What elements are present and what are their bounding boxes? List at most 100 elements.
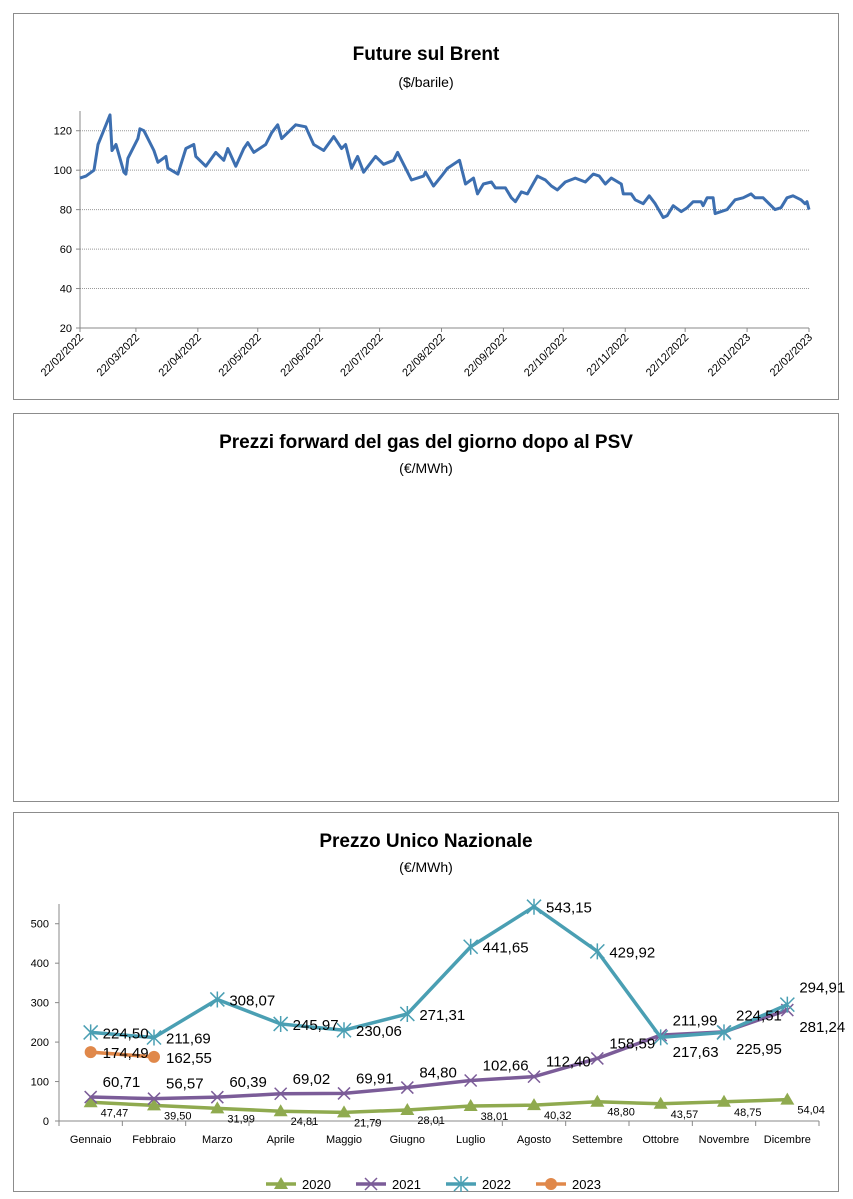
data-point-2023: [84, 1046, 97, 1059]
chart-title: Prezzo Unico Nazionale: [319, 831, 533, 852]
x-tick-label: Gennaio: [70, 1134, 112, 1146]
data-label-2020: 48,75: [734, 1107, 762, 1119]
legend-marker-2021: [364, 1177, 378, 1191]
data-point-2021: [274, 1087, 288, 1101]
data-point-2020: [780, 1092, 795, 1105]
y-tick-label: 400: [31, 958, 49, 970]
x-tick-label: 22/05/2022: [216, 332, 263, 379]
data-label-2021: 112,40: [546, 1054, 591, 1071]
data-label-2021: 60,71: [103, 1074, 141, 1091]
data-point-2021: [147, 1092, 161, 1106]
x-tick-label: Dicembre: [764, 1134, 811, 1146]
x-tick-label: Maggio: [326, 1134, 362, 1146]
x-tick-label: 22/10/2022: [522, 332, 569, 379]
data-point-2021: [84, 1090, 98, 1104]
x-tick-label: Marzo: [202, 1134, 233, 1146]
data-label-2022: 441,65: [483, 940, 529, 957]
chart-subtitle: ($/barile): [398, 74, 454, 90]
x-tick-label: Ottobre: [642, 1134, 679, 1146]
data-label-2022: 211,69: [166, 1030, 211, 1047]
data-label-2022: 271,31: [419, 1007, 465, 1024]
data-point-2022: [399, 1005, 415, 1022]
series-line-2022: [90, 904, 789, 1040]
gas-chart-panel: Prezzi forward del gas del giorno dopo a…: [13, 413, 839, 1182]
data-label-2020: 38,01: [481, 1111, 509, 1123]
data-label-2020: 31,99: [227, 1113, 255, 1125]
x-tick-label: 22/07/2022: [338, 332, 385, 379]
data-label-2021: 56,57: [166, 1076, 204, 1093]
data-label-2023: 162,55: [166, 1050, 212, 1067]
data-label-2021: 102,66: [483, 1057, 529, 1074]
data-point-2021: [210, 1090, 224, 1104]
data-label-2020: 24,81: [291, 1116, 319, 1128]
pun-chart: 0 100 200 300 400 500 Gennaio Febbraio Marzo Apri…: [31, 898, 845, 1192]
data-label-2020: 40,32: [544, 1110, 572, 1122]
data-label-2022: 429,92: [609, 944, 655, 961]
x-tick-label: 22/11/2022: [585, 332, 632, 379]
x-tick-label: 22/02/2023: [768, 332, 815, 379]
data-label-2021: 158,59: [609, 1035, 655, 1052]
x-tick-label: Agosto: [517, 1134, 551, 1146]
legend-label-2022: 2022: [482, 1177, 511, 1192]
data-label-2022: 230,06: [356, 1023, 402, 1040]
y-tick-label: 100: [54, 165, 72, 177]
x-tick-label: 22/06/2022: [278, 332, 325, 379]
x-tick-label: Luglio: [456, 1134, 485, 1146]
data-point-2020: [717, 1094, 731, 1107]
data-label-2022: 294,91: [799, 980, 845, 997]
data-point-2022: [526, 898, 542, 915]
data-label-2020: 21,79: [354, 1117, 382, 1129]
data-point-2021: [590, 1051, 604, 1065]
y-tick-label: 300: [31, 998, 49, 1010]
brent-chart: 20 40 60 80 100 120 22/02/2022 22/03/2022 22/04/…: [39, 111, 815, 379]
data-label-2021: 69,91: [356, 1070, 394, 1087]
data-label-2020: 54,04: [797, 1105, 825, 1117]
legend-marker-2020: [274, 1177, 288, 1189]
data-label-2022: 211,99: [673, 1012, 718, 1029]
data-label-2022: 224,51: [736, 1007, 782, 1024]
legend-label-2020: 2020: [302, 1177, 331, 1192]
data-point-2022: [209, 991, 225, 1008]
data-point-2022: [653, 1029, 669, 1046]
x-tick-label: 22/08/2022: [400, 332, 447, 379]
data-point-2020: [337, 1105, 351, 1118]
legend-label-2021: 2021: [392, 1177, 421, 1192]
x-tick-label: Settembre: [572, 1134, 623, 1146]
data-label-2020: 47,47: [101, 1107, 129, 1119]
data-point-2022: [716, 1024, 732, 1041]
y-tick-label: 80: [60, 205, 72, 217]
data-point-2020: [400, 1102, 415, 1115]
data-point-2021: [464, 1073, 478, 1088]
data-point-2020: [147, 1098, 161, 1111]
data-label-2022: 308,07: [229, 992, 275, 1009]
data-point-2021: [337, 1086, 351, 1100]
series-line-2021: [90, 1008, 788, 1101]
legend-marker-2023: [545, 1178, 557, 1190]
data-point-2021: [527, 1070, 541, 1084]
data-point-2020: [527, 1098, 541, 1111]
data-point-2020: [590, 1094, 605, 1107]
data-point-2022: [779, 996, 795, 1013]
data-point-2020: [463, 1099, 478, 1112]
x-tick-label: Giugno: [390, 1134, 425, 1146]
chart-subtitle: (€/MWh): [399, 460, 453, 476]
legend-marker-2022: [453, 1176, 469, 1192]
y-tick-label: 200: [31, 1037, 49, 1049]
y-tick-label: 60: [60, 244, 72, 256]
x-tick-label: 22/04/2022: [157, 332, 204, 379]
y-tick-label: 500: [31, 919, 49, 931]
data-point-2020: [83, 1095, 98, 1108]
y-tick-label: 40: [60, 284, 72, 296]
data-point-2022: [273, 1015, 289, 1032]
data-point-2022: [589, 943, 605, 960]
x-tick-label: 22/02/2022: [39, 332, 86, 379]
series-line-2020: [90, 1097, 788, 1115]
data-point-2021: [400, 1081, 414, 1095]
x-tick-label: 22/03/2022: [95, 332, 142, 379]
x-tick-label: Aprile: [267, 1134, 295, 1146]
data-label-2022: 224,50: [103, 1025, 149, 1042]
legend-label-2023: 2023: [572, 1177, 601, 1192]
x-tick-label: 22/09/2022: [462, 332, 509, 379]
y-tick-label: 120: [54, 126, 72, 138]
y-tick-label: 20: [60, 323, 72, 335]
